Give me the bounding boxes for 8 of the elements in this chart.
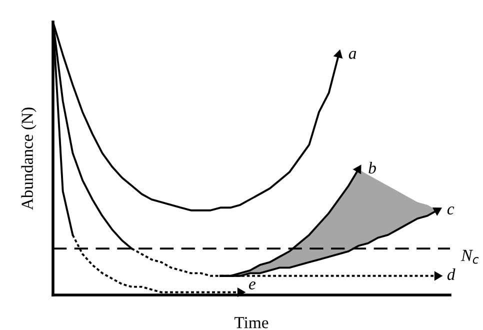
ref-line-label: N$_{c}$ <box>460 250 479 264</box>
series-label: a <box>348 50 356 59</box>
series-label: c <box>447 206 454 215</box>
x-axis-title: Time <box>234 317 268 328</box>
series-label: e <box>249 281 256 290</box>
series-label: d <box>447 268 456 280</box>
series-label: b <box>368 162 376 174</box>
y-axis-title: Abundance (N) <box>21 108 36 210</box>
